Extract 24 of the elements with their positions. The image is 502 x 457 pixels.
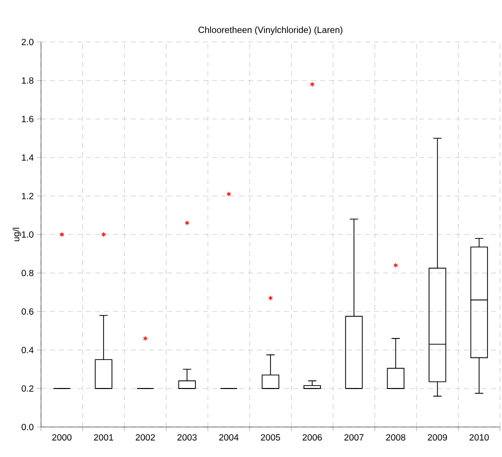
y-axis-title: ug/l: [12, 228, 22, 242]
x-tick-label: 2007: [344, 434, 364, 441]
chart-title: Chlooretheen (Vinylchloride) (Laren): [198, 26, 342, 35]
y-tick-label: 0.0: [22, 424, 34, 430]
y-tick-label: 0.2: [22, 385, 34, 392]
x-tick-label: 2005: [260, 434, 280, 441]
y-tick-label: 0.8: [22, 270, 34, 276]
x-tick-label: 2008: [386, 434, 406, 441]
x-tick-label: 2000: [52, 434, 72, 441]
x-tick-label: 2001: [94, 434, 114, 441]
y-tick-label: 0.4: [22, 346, 34, 354]
x-tick-label: 2004: [219, 434, 239, 441]
y-tick-label: 1.2: [22, 192, 34, 200]
y-tick-label: 1.0: [22, 231, 34, 238]
x-tick-label: 2002: [136, 434, 155, 441]
y-tick-label: 1.8: [22, 77, 34, 84]
y-tick-label: 2.0: [22, 38, 34, 46]
y-tick-label: 1.6: [22, 116, 34, 122]
x-tick-label: 2010: [470, 434, 489, 441]
y-tick-label: 0.6: [22, 308, 34, 315]
x-tick-label: 2003: [177, 434, 197, 441]
x-tick-label: 2006: [302, 434, 322, 441]
x-tick-label: 2009: [428, 434, 447, 441]
y-tick-label: 1.4: [22, 154, 34, 161]
